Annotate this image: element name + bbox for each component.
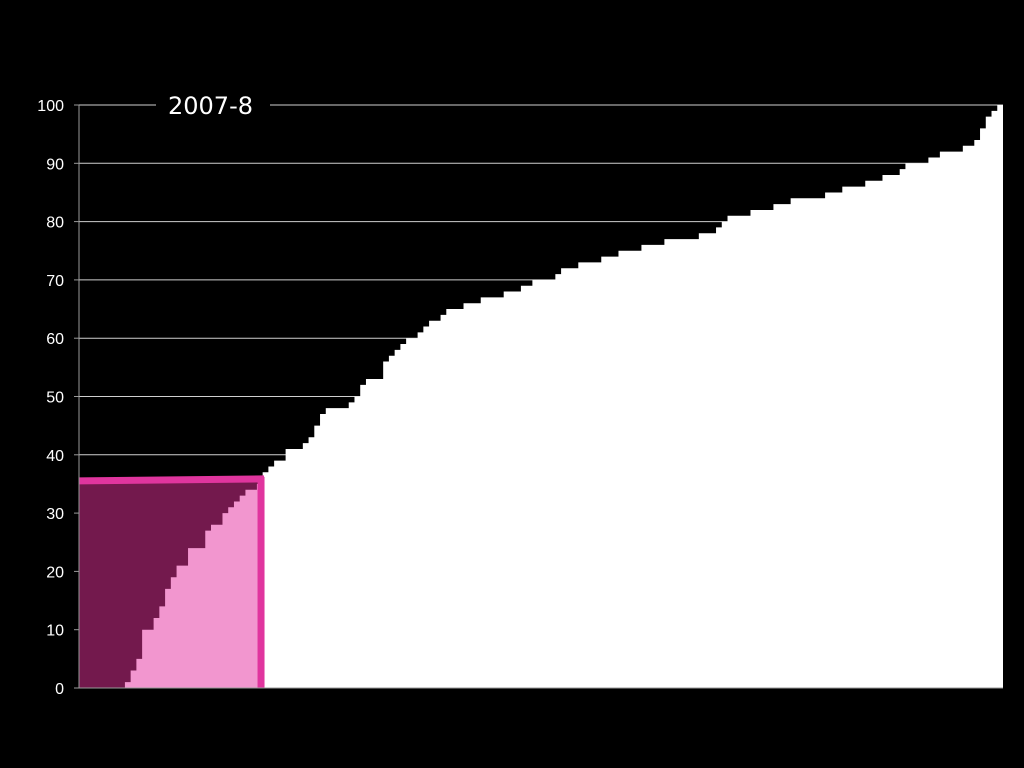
y-tick-label-30: 30: [46, 506, 64, 523]
title-layer: 2007-8: [156, 92, 270, 122]
area-series: [79, 105, 1003, 688]
y-tick-label-0: 0: [55, 681, 64, 698]
y-tick-label-50: 50: [46, 390, 64, 407]
axes: [74, 104, 1003, 689]
y-tick-label-20: 20: [46, 564, 64, 581]
area-series-shape: [79, 105, 1003, 688]
chart-title-background: [156, 92, 270, 122]
y-tick-label-40: 40: [46, 448, 64, 465]
y-tick-label-60: 60: [46, 331, 64, 348]
highlight-area-fill: [124, 483, 262, 688]
y-tick-label-80: 80: [46, 215, 64, 232]
y-tick-labels: 0 10 20 30 40 50 60 70 80 90 100: [37, 98, 64, 698]
y-tick-label-90: 90: [46, 156, 64, 173]
highlight-region: [78, 475, 265, 688]
y-tick-label-10: 10: [46, 623, 64, 640]
y-tick-label-70: 70: [46, 273, 64, 290]
chart-title: 2007-8: [168, 92, 253, 120]
y-tick-label-100: 100: [37, 98, 64, 115]
highlight-horizontal-line: [78, 475, 265, 485]
